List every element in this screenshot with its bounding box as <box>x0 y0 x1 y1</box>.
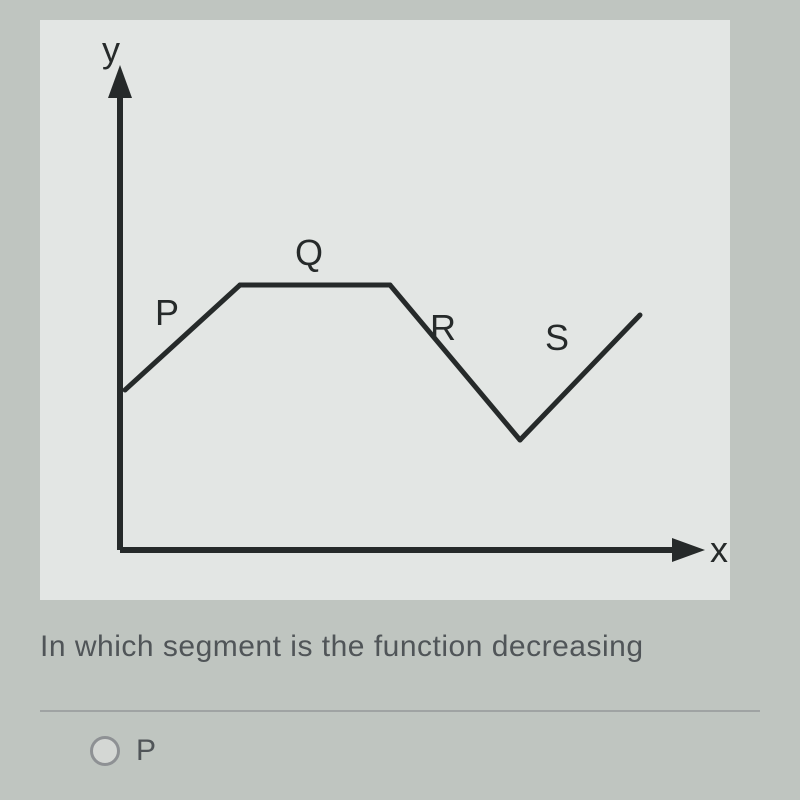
segment-P <box>125 285 240 390</box>
x-axis-label: x <box>710 529 728 570</box>
label-S: S <box>545 317 569 358</box>
answer-option-P[interactable]: P <box>40 710 760 790</box>
question-text: In which segment is the function decreas… <box>40 630 644 664</box>
radio-icon[interactable] <box>90 736 120 766</box>
label-P: P <box>155 292 179 333</box>
x-axis-arrow <box>672 538 705 562</box>
y-axis-label: y <box>102 29 120 70</box>
label-Q: Q <box>295 232 323 273</box>
function-graph: y x P Q R S <box>40 20 730 600</box>
segment-S <box>520 315 640 440</box>
label-R: R <box>430 307 456 348</box>
graph-panel: y x P Q R S <box>40 20 730 600</box>
answer-label: P <box>136 734 156 768</box>
screenshot-container: y x P Q R S In which segment is the func… <box>0 0 800 800</box>
